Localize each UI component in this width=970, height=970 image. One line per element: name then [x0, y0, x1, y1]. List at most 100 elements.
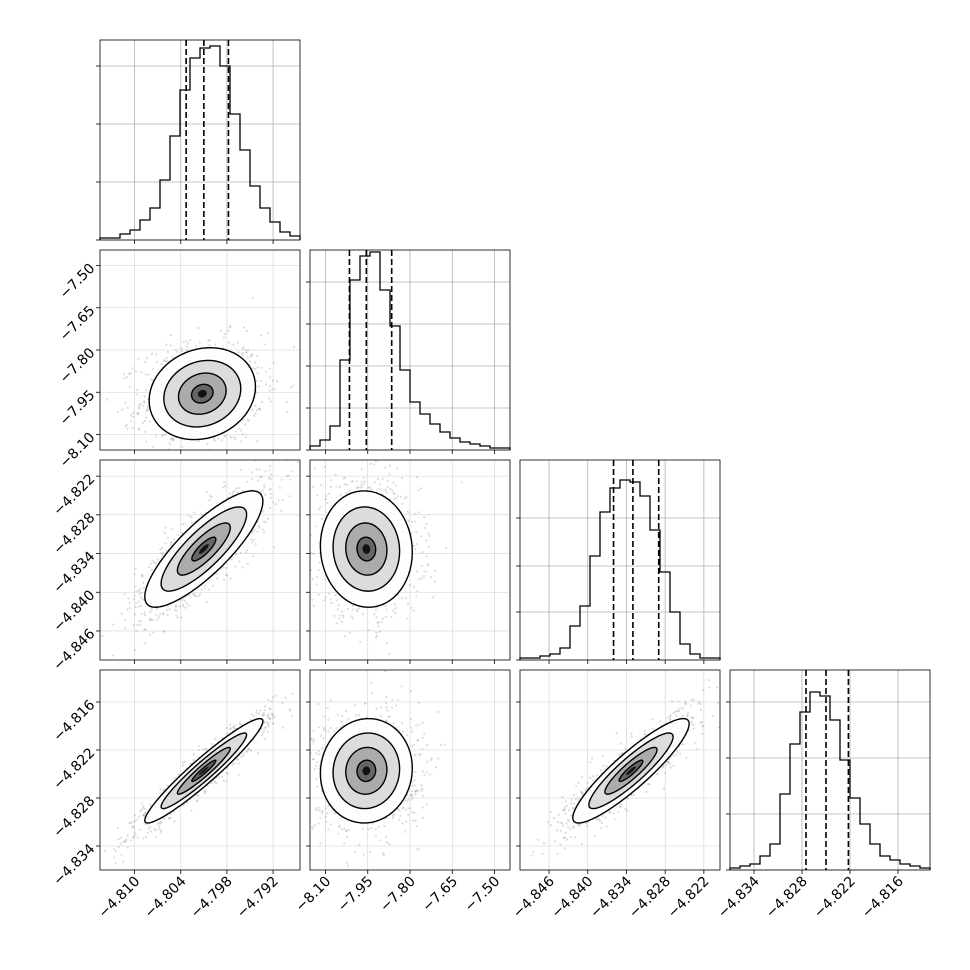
scatter-point [263, 737, 266, 741]
scatter-point [238, 427, 241, 430]
scatter-point [249, 718, 252, 721]
scatter-point [267, 723, 270, 726]
scatter-point [185, 340, 188, 343]
scatter-point [233, 489, 236, 492]
scatter-point [289, 385, 293, 389]
scatter-point [206, 784, 210, 788]
scatter-point [412, 544, 416, 548]
scatter-point [395, 497, 398, 500]
panel-frame [729, 669, 931, 871]
scatter-point [415, 825, 418, 828]
scatter-point [252, 554, 255, 558]
scatter-point [160, 821, 163, 824]
scatter-point [149, 830, 153, 833]
scatter-point [406, 510, 410, 514]
panel-frame [519, 459, 721, 661]
scatter-point [161, 434, 164, 437]
scatter-point [400, 453, 402, 455]
scatter-point [182, 804, 185, 807]
scatter-point [225, 566, 228, 570]
scatter-point [226, 574, 229, 577]
scatter-point [147, 454, 149, 456]
contour-line [332, 506, 401, 592]
scatter-point [402, 806, 405, 809]
scatter-point [140, 808, 143, 811]
scatter-point [233, 435, 236, 439]
scatter-point [220, 439, 223, 442]
scatter-point [186, 495, 188, 497]
scatter-point [120, 853, 123, 856]
scatter-point [262, 510, 265, 513]
scatter-point [269, 492, 272, 495]
scatter-point [376, 488, 379, 491]
histogram-line [309, 251, 511, 450]
scatter-point [342, 447, 344, 449]
scatter-point [287, 474, 290, 477]
scatter-point [198, 341, 201, 344]
scatter-point [251, 296, 254, 299]
scatter-point [256, 530, 259, 533]
scatter-point [367, 629, 370, 632]
scatter-point [310, 534, 313, 537]
scatter-point [231, 763, 234, 766]
scatter-point [225, 574, 228, 577]
scatter-point [130, 414, 133, 417]
scatter-point [166, 360, 169, 363]
scatter-point [262, 489, 265, 492]
scatter-point [212, 584, 215, 587]
scatter-point [114, 862, 117, 865]
scatter-point [396, 495, 399, 498]
scatter-point [152, 367, 155, 370]
scatter-point [256, 751, 260, 755]
scatter-point [252, 539, 256, 542]
scatter-point [355, 608, 358, 611]
scatter-point [126, 834, 129, 837]
scatter-point [288, 708, 291, 711]
scatter-point [137, 589, 141, 592]
scatter-point [157, 616, 161, 619]
scatter-point [141, 421, 145, 425]
scatter-point [400, 685, 403, 688]
scatter-point [158, 821, 161, 825]
scatter-point [155, 614, 158, 617]
scatter-point [113, 856, 116, 859]
scatter-point [403, 497, 406, 500]
scatter-point [135, 393, 138, 396]
scatter-point [144, 811, 147, 815]
scatter-point [255, 711, 258, 714]
scatter-point [346, 483, 349, 486]
scatter-point [137, 412, 140, 416]
scatter-point [153, 456, 155, 458]
scatter-point [236, 758, 239, 761]
scatter-point [127, 597, 130, 600]
scatter-point [244, 348, 247, 351]
scatter-point [224, 485, 227, 488]
scatter-point [126, 406, 130, 410]
scatter-point [181, 531, 184, 534]
scatter-point [122, 860, 125, 863]
histogram-panel-2 [516, 459, 721, 664]
scatter-point [122, 373, 126, 376]
scatter-point [386, 485, 389, 489]
scatter-point [148, 420, 151, 423]
scatter-point [394, 611, 397, 614]
scatter-point [155, 361, 159, 364]
scatter-point [305, 549, 307, 551]
scatter-point [315, 583, 318, 586]
scatter-point [111, 654, 115, 657]
scatter-point [281, 498, 284, 502]
scatter-point [410, 520, 413, 523]
scatter-point [137, 428, 140, 431]
scatter-point [372, 463, 376, 466]
scatter-point [330, 479, 333, 482]
scatter-point [185, 345, 188, 349]
density-peak [362, 544, 371, 554]
scatter-point [383, 456, 385, 458]
scatter-point [236, 491, 239, 494]
scatter-point [140, 802, 144, 805]
scatter-point [170, 437, 173, 440]
scatter-point [354, 713, 357, 717]
scatter-point [262, 531, 266, 534]
scatter-point [266, 332, 270, 335]
